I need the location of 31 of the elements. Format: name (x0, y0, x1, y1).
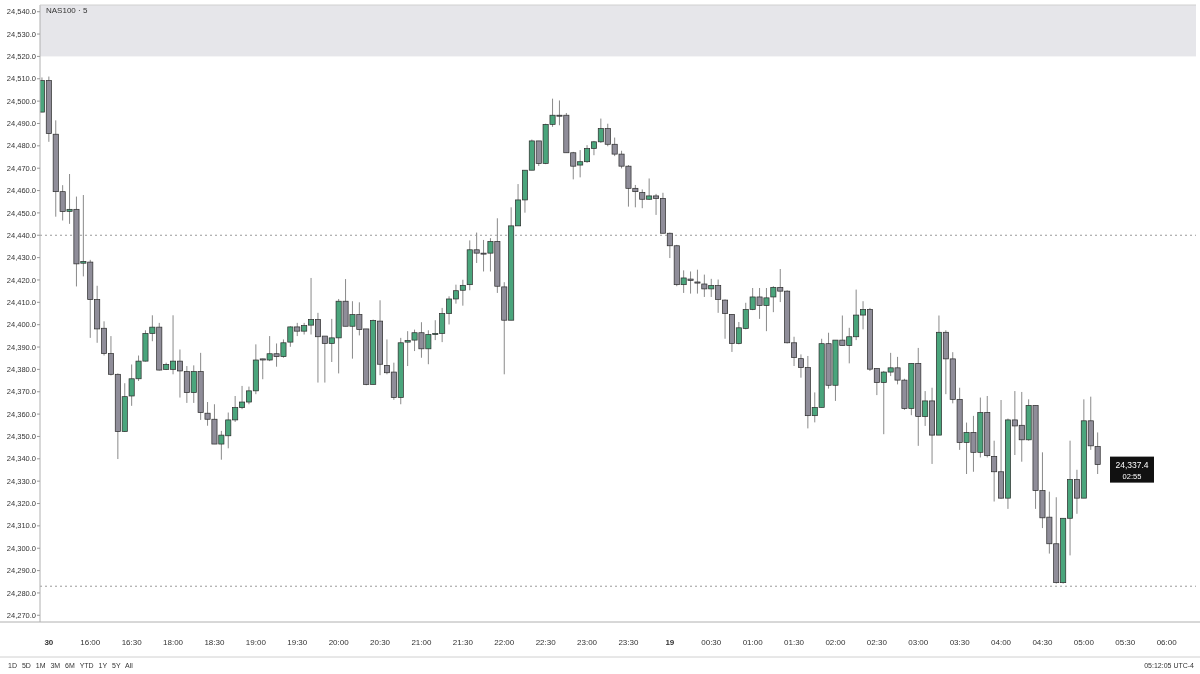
x-tick-label: 01:00 (742, 638, 764, 647)
x-tick-label: 04:00 (991, 638, 1012, 647)
x-tick-label: 22:30 (535, 638, 557, 647)
x-tick-label: 19:30 (287, 638, 308, 647)
x-tick-label: 16:00 (80, 638, 101, 647)
x-tick-label: 05:30 (1115, 638, 1136, 647)
x-tick-label: 18:30 (204, 638, 225, 647)
x-tick-label: 05:00 (1073, 638, 1095, 647)
x-tick-label: 03:00 (908, 638, 929, 647)
x-tick-label: 06:00 (1156, 638, 1178, 647)
x-tick-label: 02:30 (866, 638, 888, 647)
x-tick-label: 16:30 (121, 638, 143, 647)
chart-title: NAS100 · 5 (46, 6, 88, 15)
x-tick-label: 21:00 (411, 638, 432, 647)
x-tick-label: 20:00 (328, 638, 350, 647)
x-tick-label: 23:00 (577, 638, 598, 647)
x-tick-label: 21:30 (452, 638, 474, 647)
x-tick-label: 19 (665, 638, 675, 647)
x-tick-label: 22:00 (494, 638, 515, 647)
x-tick-label: 02:00 (825, 638, 846, 647)
x-tick-label: 18:00 (163, 638, 184, 647)
x-tick-label: 23:30 (618, 638, 639, 647)
x-tick-label: 30 (44, 638, 54, 647)
annotation: 24,337.4 (1115, 459, 1149, 470)
x-tick-label: 03:30 (949, 638, 971, 647)
candlestick (1094, 431, 1101, 475)
x-tick-label: 04:30 (1032, 638, 1053, 647)
x-tick-label: 19:00 (245, 638, 267, 647)
x-tick-label: 00:30 (701, 638, 722, 647)
x-tick-label: 20:30 (370, 638, 391, 647)
x-tick-label: 01:30 (784, 638, 805, 647)
